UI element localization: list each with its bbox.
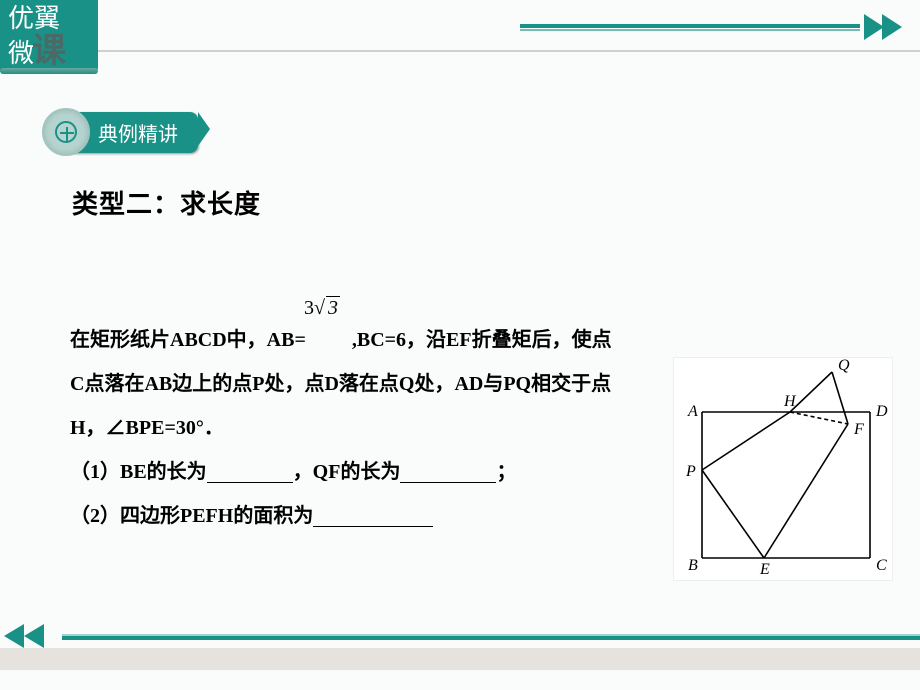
problem-q1: （1）BE的长为 ，QF的长为 ； xyxy=(70,450,660,494)
svg-text:F: F xyxy=(853,421,864,438)
expression-3-root-3: 3√3 xyxy=(304,296,340,320)
blank-q1b xyxy=(400,463,496,483)
problem-q2: （2）四边形PEFH的面积为 xyxy=(70,494,660,538)
sqrt-radicand: 3 xyxy=(326,296,340,320)
svg-text:A: A xyxy=(687,403,698,420)
q1-pre: （1）BE的长为 xyxy=(70,461,207,483)
svg-text:D: D xyxy=(875,403,888,420)
section-heading: 类型二：求长度 xyxy=(72,184,261,221)
logo-text-ke: 课 xyxy=(32,33,66,70)
chevron-right-double-icon xyxy=(864,14,920,40)
svg-text:H: H xyxy=(783,393,797,410)
geometry-figure: A D B C P E F H Q xyxy=(674,358,892,580)
logo-line2: 微 课 xyxy=(8,33,90,70)
svg-text:P: P xyxy=(685,463,696,480)
bottom-accent-thick xyxy=(62,636,920,640)
blank-q2 xyxy=(313,507,433,527)
magnify-plus-icon xyxy=(42,108,90,156)
q1-post: ； xyxy=(496,461,516,483)
chevron-left-double-icon xyxy=(0,624,62,648)
sqrt-coef: 3 xyxy=(304,297,314,319)
q2-pre: （2）四边形PEFH的面积为 xyxy=(70,505,313,527)
top-accent-line-thin xyxy=(520,29,860,31)
blank-q1a xyxy=(207,463,293,483)
line1-pre: 在矩形纸片ABCD中，AB= xyxy=(70,329,306,351)
problem-line2: C点落在AB边上的点P处，点D落在点Q处，AD与PQ相交于点 xyxy=(70,362,660,406)
logo-box: 优翼 微 课 xyxy=(0,0,98,72)
problem-line3: H，∠BPE=30°． xyxy=(70,406,660,450)
logo-text-wei: 微 xyxy=(8,39,34,68)
problem-text: 在矩形纸片ABCD中，AB= ,BC=6，沿EF折叠矩后，使点 C点落在AB边上的… xyxy=(70,318,660,538)
svg-text:E: E xyxy=(759,561,770,578)
svg-text:B: B xyxy=(688,557,698,574)
svg-text:C: C xyxy=(876,557,887,574)
svg-text:Q: Q xyxy=(838,358,850,374)
logo-line1: 优翼 xyxy=(8,4,90,33)
brand-logo: 优翼 微 课 xyxy=(0,0,98,74)
top-accent-line xyxy=(520,24,860,28)
q1-mid: ，QF的长为 xyxy=(293,461,401,483)
line1-post: ,BC=6，沿EF折叠矩后，使点 xyxy=(352,329,612,351)
top-bar xyxy=(0,0,920,52)
problem-line1: 在矩形纸片ABCD中，AB= ,BC=6，沿EF折叠矩后，使点 xyxy=(70,318,660,362)
bottom-bar xyxy=(0,648,920,670)
section-badge: 典例精讲 xyxy=(42,108,198,156)
geometry-svg: A D B C P E F H Q xyxy=(674,358,892,580)
